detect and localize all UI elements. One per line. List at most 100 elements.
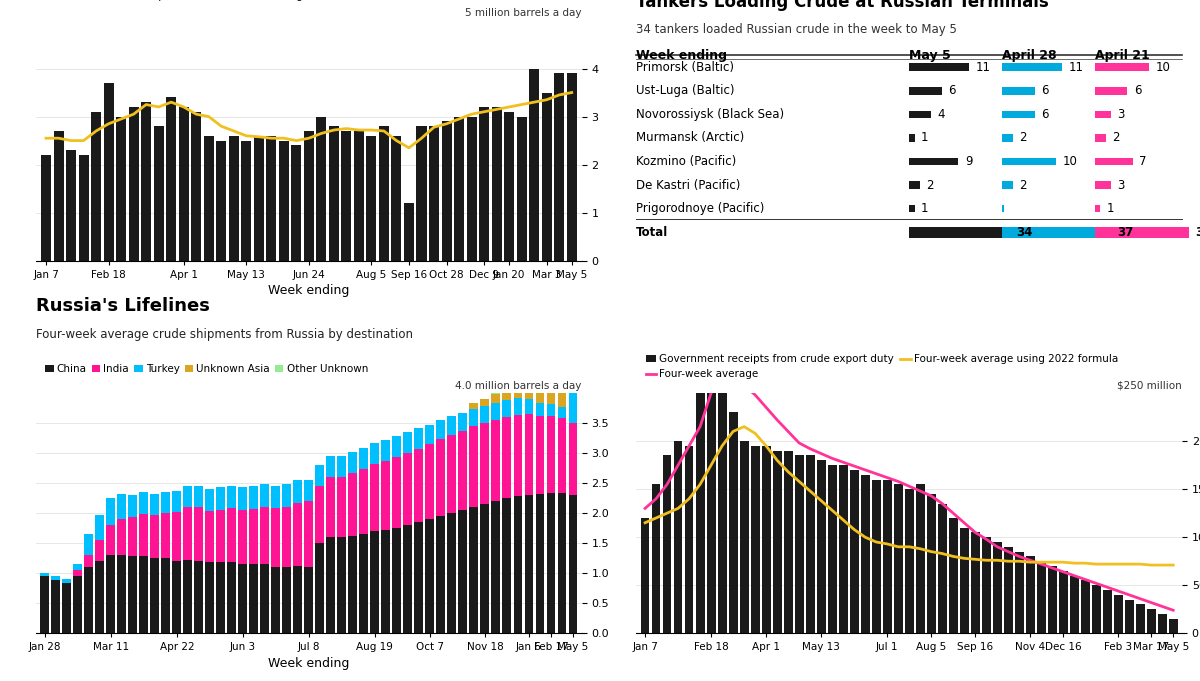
Bar <box>282 507 292 567</box>
Bar <box>652 484 660 633</box>
Bar <box>1002 205 1003 212</box>
Bar <box>1092 585 1100 633</box>
Bar <box>894 484 902 633</box>
Bar <box>916 484 924 633</box>
Bar <box>239 510 247 565</box>
Bar <box>1147 609 1156 633</box>
Bar <box>514 496 522 633</box>
Bar <box>317 116 326 261</box>
Text: 4.0 million barrels a day: 4.0 million barrels a day <box>455 381 582 391</box>
Bar <box>96 515 104 540</box>
Bar <box>1124 600 1134 633</box>
Bar <box>905 489 913 633</box>
Bar <box>271 508 281 567</box>
Bar <box>437 439 445 516</box>
Bar <box>673 441 683 633</box>
Bar <box>316 543 324 633</box>
Bar <box>54 131 64 261</box>
Bar <box>229 136 239 261</box>
Bar <box>348 473 358 536</box>
Bar <box>492 107 502 261</box>
Bar <box>1135 605 1145 633</box>
Bar <box>504 112 514 261</box>
Bar <box>514 415 522 496</box>
Bar <box>937 503 947 633</box>
Bar <box>239 565 247 633</box>
Bar <box>392 457 401 528</box>
Bar <box>337 456 347 477</box>
Bar <box>62 584 71 633</box>
Text: Ust-Luga (Baltic): Ust-Luga (Baltic) <box>636 84 734 97</box>
Bar <box>558 377 566 390</box>
Bar <box>569 393 577 423</box>
Bar <box>118 494 126 519</box>
Legend: Government receipts from crude export duty, Four-week average, Four-week average: Government receipts from crude export du… <box>642 350 1122 383</box>
Bar <box>250 486 258 509</box>
Bar <box>1094 205 1100 212</box>
Bar <box>107 555 115 633</box>
Bar <box>546 387 556 405</box>
Text: 7: 7 <box>1140 155 1147 168</box>
Bar <box>271 486 281 508</box>
Bar <box>458 431 467 510</box>
Text: Russia's Lifelines: Russia's Lifelines <box>36 297 210 315</box>
Bar <box>1026 556 1034 633</box>
Bar <box>403 453 413 525</box>
Bar <box>910 205 914 212</box>
Bar <box>535 416 545 494</box>
Bar <box>260 507 269 565</box>
Bar <box>437 516 445 633</box>
Bar <box>348 536 358 633</box>
Bar <box>1003 547 1013 633</box>
Bar <box>503 379 511 390</box>
Bar <box>326 477 335 537</box>
Bar <box>554 74 564 261</box>
Bar <box>194 486 203 507</box>
Bar <box>910 134 914 142</box>
Bar <box>805 456 815 633</box>
Bar <box>1094 87 1128 95</box>
Bar <box>524 399 533 414</box>
Bar <box>150 558 160 633</box>
Bar <box>1158 614 1166 633</box>
Bar <box>78 155 89 261</box>
Bar <box>1037 561 1045 633</box>
Bar <box>194 507 203 561</box>
Bar <box>546 405 556 416</box>
Bar <box>448 416 456 435</box>
Text: Tankers Loading Crude at Russian Terminals: Tankers Loading Crude at Russian Termina… <box>636 0 1049 11</box>
X-axis label: Week ending: Week ending <box>268 656 349 669</box>
Bar <box>216 563 226 633</box>
Text: Four-week average crude shipments from Russia by destination: Four-week average crude shipments from R… <box>36 328 413 341</box>
Text: 6: 6 <box>948 84 956 97</box>
Bar <box>480 399 490 406</box>
Bar <box>278 140 289 261</box>
Bar <box>128 107 139 261</box>
Bar <box>204 136 214 261</box>
Bar <box>150 494 160 515</box>
Bar <box>329 126 338 261</box>
Bar <box>107 498 115 525</box>
Bar <box>546 416 556 493</box>
Bar <box>282 567 292 633</box>
Bar <box>514 386 522 398</box>
Bar <box>503 417 511 498</box>
Bar <box>404 203 414 261</box>
Bar <box>718 388 726 633</box>
Bar <box>228 486 236 508</box>
Text: Prigorodnoye (Pacific): Prigorodnoye (Pacific) <box>636 202 764 215</box>
Bar <box>403 525 413 633</box>
Bar <box>1094 158 1133 165</box>
Text: Total: Total <box>636 225 668 238</box>
Bar <box>392 528 401 633</box>
Bar <box>162 558 170 633</box>
Bar <box>84 555 94 567</box>
Text: 1: 1 <box>1106 202 1114 215</box>
Bar <box>41 155 52 261</box>
Bar <box>707 335 715 633</box>
Bar <box>524 374 533 385</box>
Bar <box>239 488 247 510</box>
Text: 6: 6 <box>1042 108 1049 121</box>
Text: De Kastri (Pacific): De Kastri (Pacific) <box>636 178 740 191</box>
Text: $250 million: $250 million <box>1117 381 1182 391</box>
